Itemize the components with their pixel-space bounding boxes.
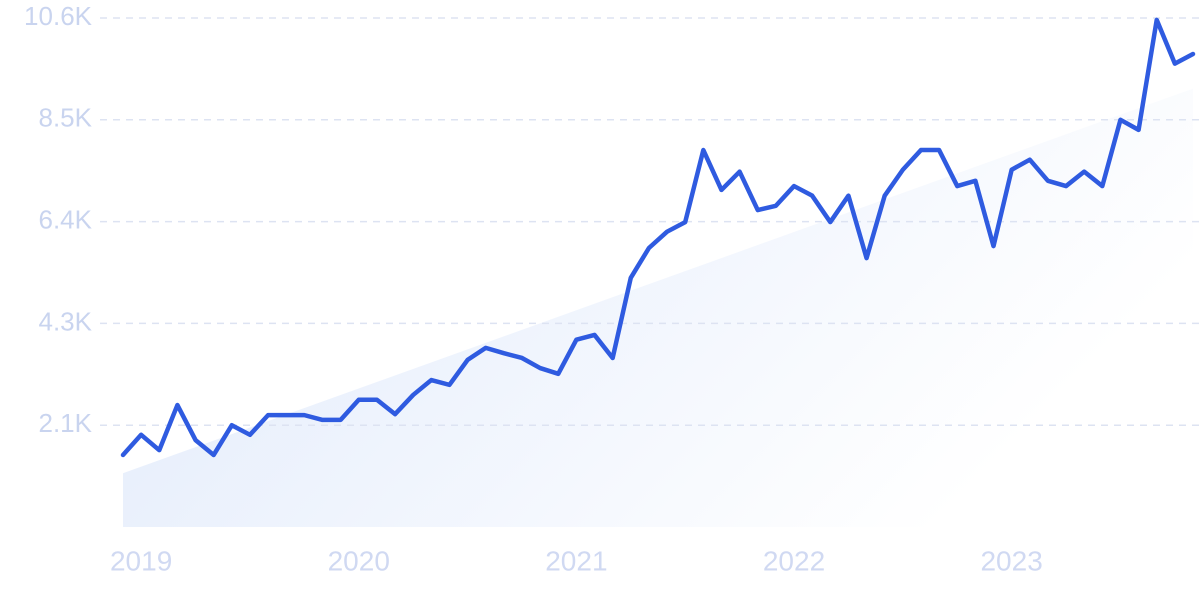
trend-area xyxy=(123,88,1193,527)
y-tick-label: 2.1K xyxy=(39,408,93,438)
y-tick-label: 8.5K xyxy=(39,103,93,133)
x-tick-label: 2023 xyxy=(980,545,1042,576)
y-tick-label: 4.3K xyxy=(39,306,93,336)
line xyxy=(120,17,1196,458)
x-tick-label: 2021 xyxy=(545,545,607,576)
y-tick-label: 10.6K xyxy=(24,1,93,31)
x-tick-label: 2019 xyxy=(110,545,172,576)
y-tick-label: 6.4K xyxy=(39,204,93,234)
x-tick-label: 2022 xyxy=(763,545,825,576)
x-tick-label: 2020 xyxy=(328,545,390,576)
